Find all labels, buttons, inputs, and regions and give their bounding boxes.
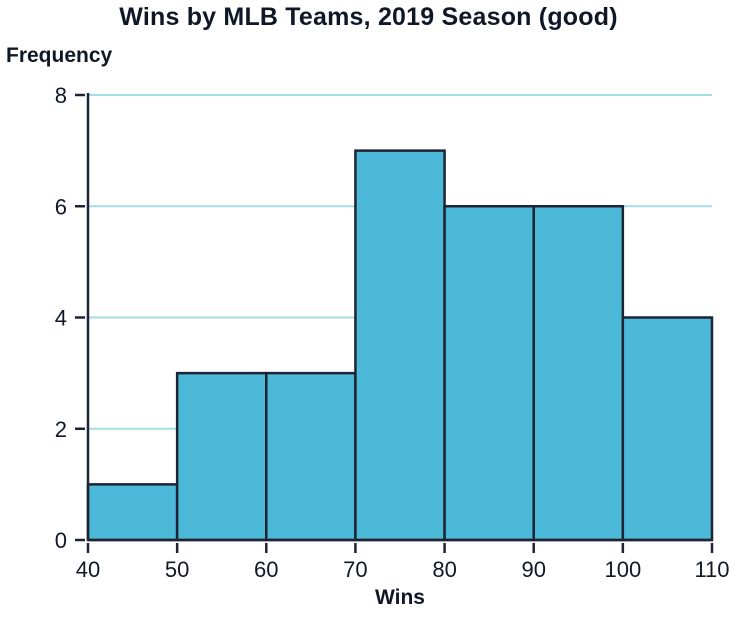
y-tick-label: 2: [55, 417, 67, 442]
y-tick-label: 8: [55, 83, 67, 108]
x-tick-label: 90: [521, 557, 545, 582]
chart-title: Wins by MLB Teams, 2019 Season (good): [119, 3, 618, 31]
x-axis-label: Wins: [375, 586, 425, 609]
histogram-bar: [86, 483, 179, 542]
x-tick-label: 50: [165, 557, 189, 582]
histogram-bar: [532, 205, 625, 542]
y-tick-label: 4: [55, 306, 67, 331]
x-tick-label: 60: [254, 557, 278, 582]
y-tick-label: 0: [55, 528, 67, 553]
histogram-bar: [621, 316, 714, 542]
x-tick-label: 100: [604, 557, 641, 582]
histogram-bar: [443, 205, 535, 542]
y-axis-label: Frequency: [6, 44, 113, 67]
x-tick-label: 80: [432, 557, 456, 582]
x-tick-label: 110: [694, 557, 729, 582]
histogram-bar: [265, 371, 357, 542]
histogram-bar: [354, 149, 446, 542]
y-tick-label: 6: [55, 194, 67, 219]
x-tick-label: 40: [76, 557, 100, 582]
x-tick-label: 70: [343, 557, 367, 582]
histogram-bar: [175, 371, 268, 542]
